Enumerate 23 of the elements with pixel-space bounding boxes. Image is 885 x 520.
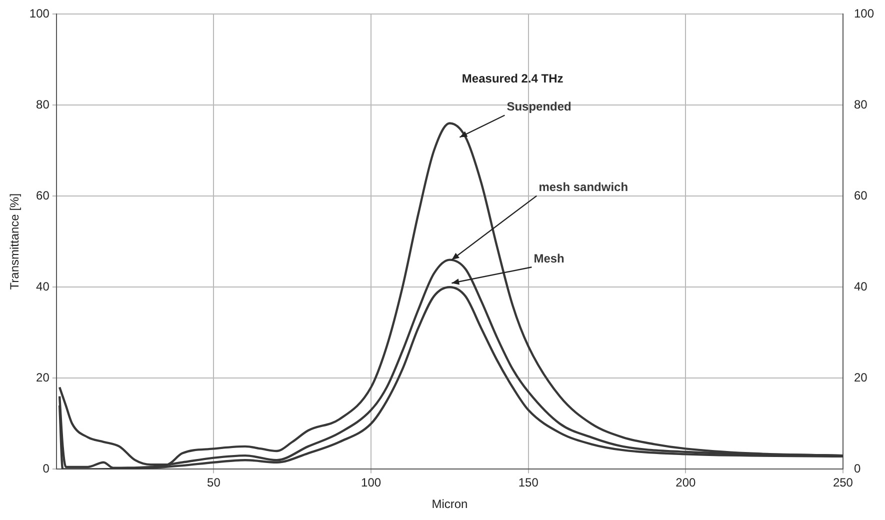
y-tick-label: 20 bbox=[36, 370, 50, 384]
y2-tick-label: 40 bbox=[854, 279, 868, 294]
y-tick-label: 60 bbox=[36, 188, 50, 202]
y-tick-label: 0 bbox=[42, 462, 50, 476]
y-tick-label: 80 bbox=[36, 97, 50, 112]
x-tick-label: 100 bbox=[361, 476, 382, 490]
y2-tick-label: 100 bbox=[854, 6, 874, 20]
x-tick-label: 250 bbox=[832, 476, 854, 490]
x-tick-label: 50 bbox=[207, 476, 221, 490]
y-tick-label: 100 bbox=[29, 6, 50, 20]
text: Measured 2.4 THz bbox=[462, 71, 564, 86]
y2-tick-label: 0 bbox=[854, 462, 861, 476]
x-tick-label: 200 bbox=[676, 476, 696, 490]
y2-tick-label: 20 bbox=[854, 370, 868, 384]
y-axis-title: Transmittance [%] bbox=[8, 193, 22, 290]
text: Mesh bbox=[534, 251, 564, 266]
text: mesh sandwich bbox=[538, 180, 628, 194]
x-axis-title: Micron bbox=[432, 497, 468, 512]
text: Suspended bbox=[506, 100, 572, 114]
y2-tick-label: 80 bbox=[854, 97, 868, 112]
x-tick-label: 150 bbox=[518, 476, 539, 490]
y2-tick-label: 60 bbox=[854, 188, 868, 202]
y-tick-label: 40 bbox=[36, 279, 50, 294]
